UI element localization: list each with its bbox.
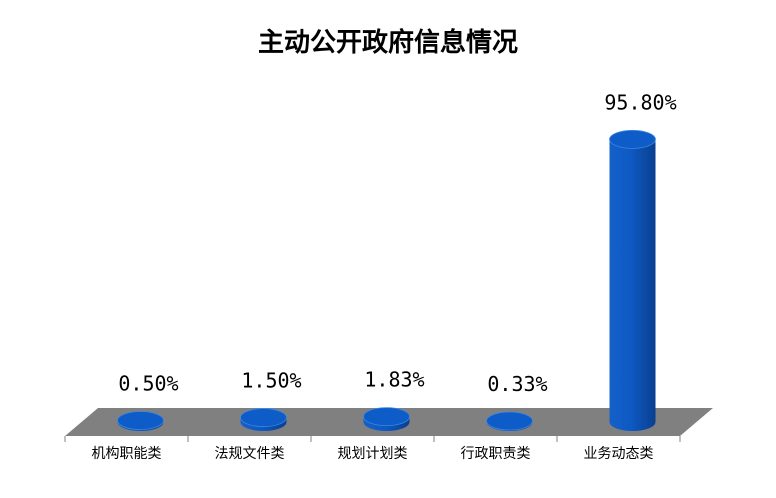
data-label: 0.50%	[118, 372, 178, 396]
x-axis-ticks	[64, 436, 681, 442]
data-label: 1.83%	[364, 368, 424, 392]
bars-group	[117, 129, 656, 431]
data-label: 95.80%	[604, 90, 676, 114]
bar-top	[609, 129, 656, 149]
bar-top	[117, 411, 164, 430]
category-label: 规划计划类	[338, 446, 408, 462]
category-label: 行政职责类	[461, 446, 531, 462]
data-label: 1.50%	[241, 369, 301, 393]
bar-body	[609, 139, 656, 431]
bar	[117, 411, 164, 431]
data-label: 0.33%	[487, 372, 547, 396]
bar-top	[363, 407, 410, 427]
category-label: 法规文件类	[215, 446, 285, 462]
bar-body	[240, 417, 287, 431]
bar	[609, 129, 656, 431]
bar	[486, 411, 533, 431]
bar	[363, 407, 410, 431]
category-labels-group: 机构职能类 法规文件类 规划计划类 行政职责类 业务动态类	[92, 446, 654, 462]
bar	[240, 408, 287, 431]
chart-title: 主动公开政府信息情况	[257, 28, 518, 58]
data-labels-group: 0.50% 1.50% 1.83% 0.33% 95.80%	[118, 90, 676, 396]
bar-body	[363, 416, 410, 431]
category-label: 业务动态类	[584, 446, 654, 462]
bar-top	[240, 408, 287, 427]
bar-top	[486, 411, 533, 431]
category-label: 机构职能类	[92, 446, 162, 462]
